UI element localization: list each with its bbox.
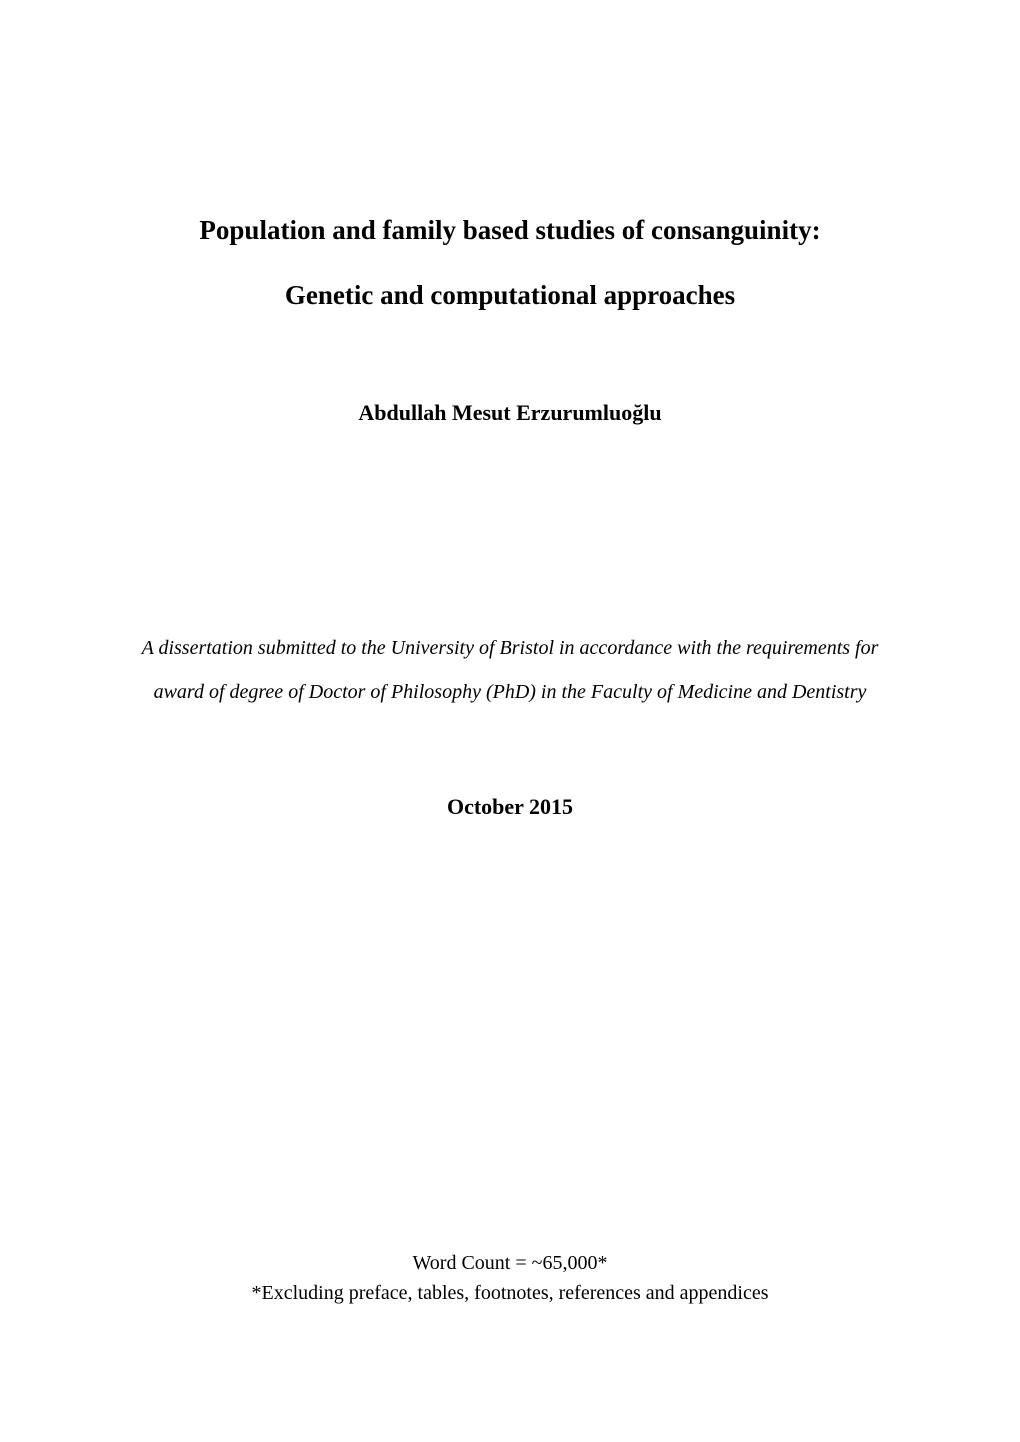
submission-date: October 2015 xyxy=(110,794,910,820)
word-count-line: Word Count = ~65,000* xyxy=(0,1248,1020,1278)
author-name: Abdullah Mesut Erzurumluoğlu xyxy=(110,400,910,426)
dissertation-title-line-2: Genetic and computational approaches xyxy=(110,263,910,328)
submission-statement-line-2: award of degree of Doctor of Philosophy … xyxy=(110,670,910,714)
dissertation-title-line-1: Population and family based studies of c… xyxy=(110,198,910,263)
submission-statement: A dissertation submitted to the Universi… xyxy=(110,626,910,714)
submission-statement-line-1: A dissertation submitted to the Universi… xyxy=(110,626,910,670)
word-count-note: *Excluding preface, tables, footnotes, r… xyxy=(0,1278,1020,1308)
word-count-block: Word Count = ~65,000* *Excluding preface… xyxy=(0,1248,1020,1308)
title-page: Population and family based studies of c… xyxy=(0,0,1020,1442)
